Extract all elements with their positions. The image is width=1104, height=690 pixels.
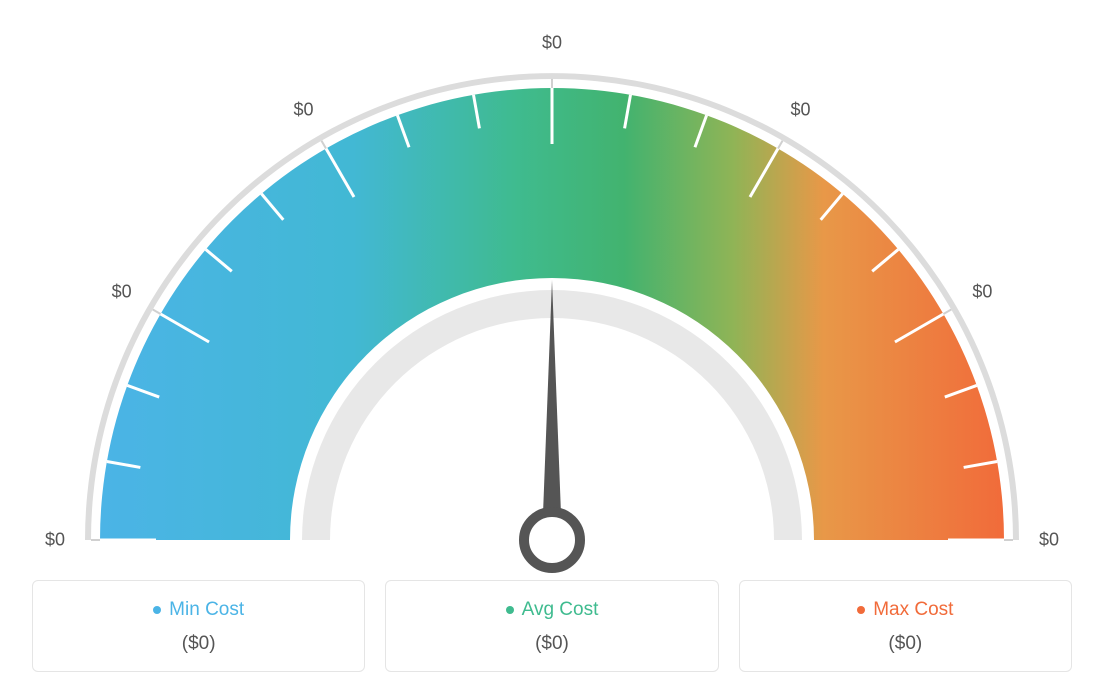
legend-label-max: Max Cost [873,599,953,621]
legend-card-min: Min Cost ($0) [32,580,365,672]
gauge-tick-label: $0 [112,281,132,302]
legend-dot-max [857,606,865,614]
legend-card-avg: Avg Cost ($0) [385,580,718,672]
legend-value-avg: ($0) [396,633,707,655]
legend-card-max: Max Cost ($0) [739,580,1072,672]
legend-label-avg: Avg Cost [522,599,599,621]
gauge-tick-label: $0 [542,33,562,54]
gauge-tick-label: $0 [293,99,313,120]
legend-title-avg: Avg Cost [506,599,599,621]
legend-title-max: Max Cost [857,599,953,621]
legend-dot-avg [506,606,514,614]
legend-value-max: ($0) [750,633,1061,655]
cost-gauge-chart: $0 $0 $0 $0 $0 $0 $0 Min Cost ($0) Avg Cost ($… [0,0,1104,690]
legend-label-min: Min Cost [169,599,244,621]
gauge-tick-label: $0 [45,530,65,551]
legend-value-min: ($0) [43,633,354,655]
legend-row: Min Cost ($0) Avg Cost ($0) Max Cost ($0… [32,580,1072,672]
gauge-svg [52,30,1052,590]
gauge-tick-label: $0 [972,281,992,302]
gauge-area: $0 $0 $0 $0 $0 $0 $0 [0,0,1104,560]
gauge-tick-label: $0 [790,99,810,120]
legend-title-min: Min Cost [153,599,244,621]
gauge-tick-label: $0 [1039,530,1059,551]
legend-dot-min [153,606,161,614]
